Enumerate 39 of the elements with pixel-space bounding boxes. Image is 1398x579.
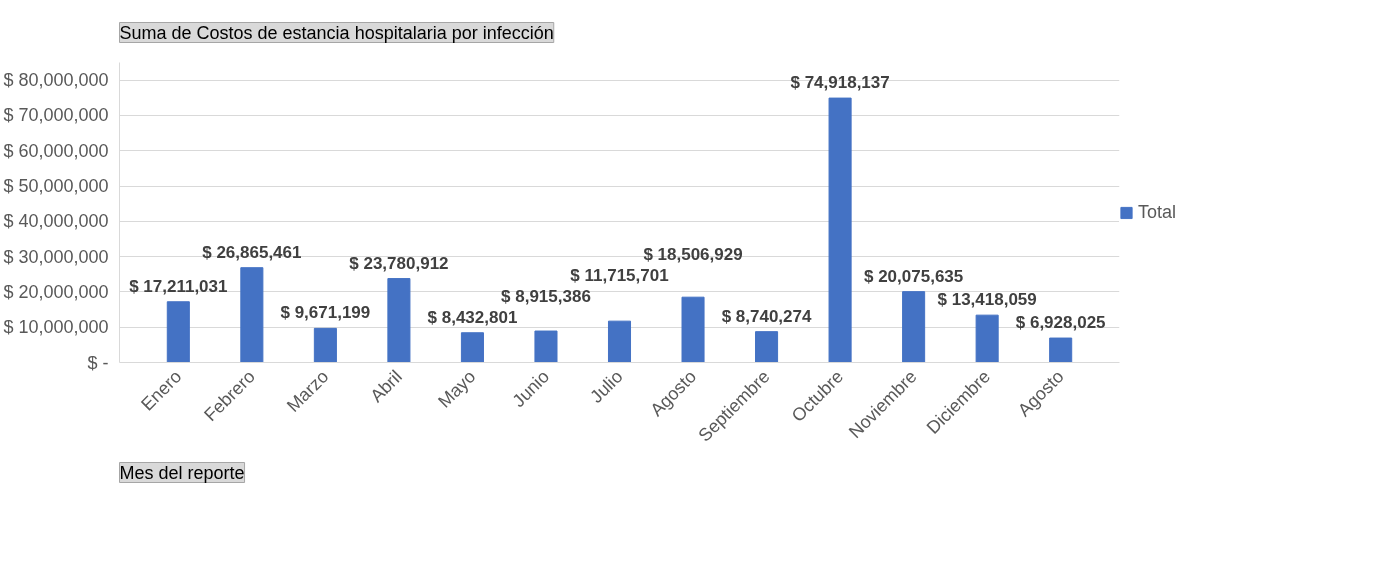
bar — [828, 97, 852, 363]
text: $ 13,418,059 — [937, 290, 1037, 310]
bar — [166, 301, 190, 363]
text: $ 18,506,929 — [643, 244, 743, 264]
bar — [755, 331, 779, 363]
bar — [313, 327, 337, 363]
text: $ 8,740,274 — [721, 306, 812, 326]
text: $ 26,865,461 — [202, 242, 302, 262]
x-axis-title: Mes del reporte — [119, 462, 245, 483]
text: $ 20,075,635 — [863, 266, 964, 286]
bar — [240, 267, 264, 363]
text: $ 11,715,701 — [570, 265, 669, 285]
y-tick-label: $ 60,000,000 — [3, 140, 109, 161]
y-tick-label: $ 50,000,000 — [3, 176, 109, 197]
bar — [1049, 337, 1073, 363]
bar — [681, 296, 705, 363]
y-tick-label: $ 10,000,000 — [3, 317, 109, 338]
text: $ 23,780,912 — [349, 253, 449, 273]
text: $ 6,928,025 — [1015, 313, 1106, 333]
y-tick-label: $ - — [87, 352, 109, 373]
y-tick-label: $ 70,000,000 — [3, 105, 109, 126]
y-tick-label: $ 80,000,000 — [3, 70, 109, 91]
text: $ 9,671,199 — [280, 303, 371, 323]
bar — [975, 314, 999, 363]
legend-label: Total — [1138, 201, 1177, 223]
bar — [460, 332, 484, 363]
text: $ 8,915,386 — [501, 286, 591, 306]
text: $ 8,432,801 — [427, 307, 518, 327]
bar — [902, 291, 926, 363]
bar — [534, 330, 558, 363]
bar — [607, 320, 632, 363]
text: $ 17,211,031 — [129, 276, 228, 296]
chart-title: Suma de Costos de estancia hospitalaria por infección — [119, 22, 554, 43]
bar — [387, 278, 411, 363]
y-tick-label: $ 20,000,000 — [3, 281, 109, 302]
text: $ 74,918,137 — [790, 73, 890, 93]
y-tick-label: $ 30,000,000 — [3, 246, 109, 267]
y-tick-label: $ 40,000,000 — [3, 211, 109, 232]
x-tick-label: Julio — [586, 366, 627, 407]
